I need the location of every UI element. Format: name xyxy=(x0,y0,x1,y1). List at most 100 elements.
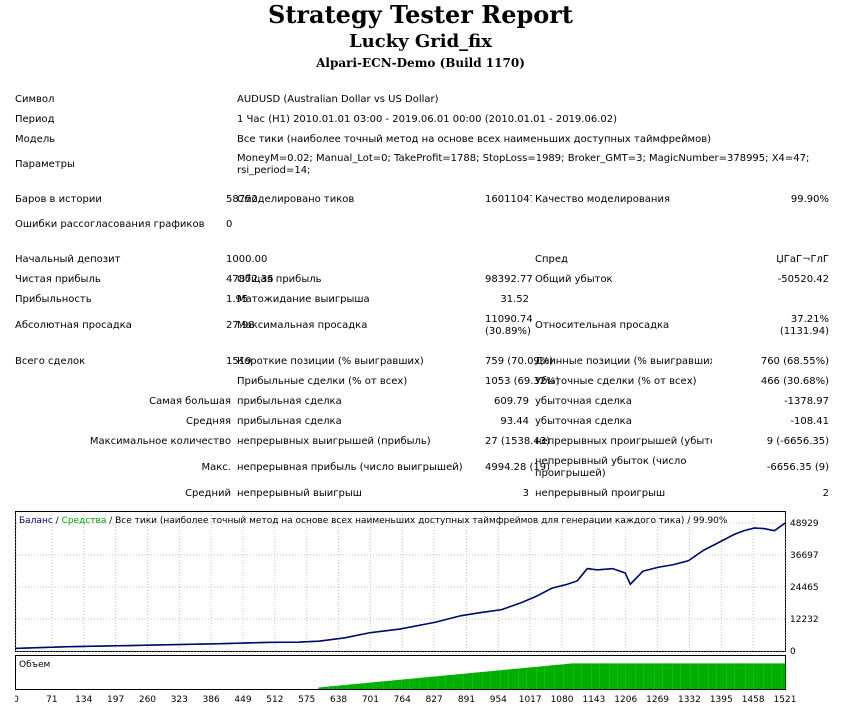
quality-value: 99.90% xyxy=(790,194,830,205)
x-tick-label: 1395 xyxy=(710,695,733,705)
balance-line xyxy=(15,522,786,650)
average-profit-label: прибыльная сделка xyxy=(237,416,342,427)
params-value: MoneyM=0.02; Manual_Lot=0; TakeProfit=17… xyxy=(237,153,810,176)
abs-dd-value: 27.98 xyxy=(226,320,255,331)
net-profit-value: 47872.35 xyxy=(226,274,274,285)
largest-loss-value: -1378.97 xyxy=(784,396,830,407)
gross-profit-label: Общая прибыль xyxy=(237,274,322,285)
profit-trades-value: 1053 (69.32%) xyxy=(485,376,560,387)
spread-label: Спред xyxy=(535,254,568,265)
expected-payoff-label: Матожидание выигрыша xyxy=(237,294,370,305)
row-avg-consec: Средний непрерывный выигрыш 3 непрерывны… xyxy=(12,484,832,504)
symbol-label: Символ xyxy=(15,94,55,105)
spread-value: ЏГаГ¬ГлГ xyxy=(776,254,830,265)
report-title: Strategy Tester Report xyxy=(267,0,574,29)
row-bars: Баров в истории 58752 Смоделировано тико… xyxy=(12,190,832,210)
chart-grid xyxy=(15,515,786,652)
largest-label: Самая большая xyxy=(149,396,231,407)
server-name: Alpari-ECN-Demo (Build 1170) xyxy=(316,56,525,70)
row-profit-factor: Прибыльность 1.95 Матожидание выигрыша 3… xyxy=(12,290,832,310)
average-loss-label: убыточная сделка xyxy=(535,416,632,427)
period-label: Период xyxy=(15,114,55,125)
x-tick-label: 1017 xyxy=(519,695,542,705)
y-tick-label: 48929 xyxy=(790,519,819,529)
y-tick-label: 24465 xyxy=(790,583,819,593)
avg-consec-label: Средний xyxy=(185,488,231,499)
gross-loss-label: Общий убыток xyxy=(535,274,613,285)
row-max-consec: Максимальное количество непрерывных выиг… xyxy=(12,432,832,452)
loss-trades-label: Убыточные сделки (% от всех) xyxy=(535,376,697,387)
long-pos-value: 760 (68.55%) xyxy=(760,356,830,367)
row-period: Период 1 Час (H1) 2010.01.01 03:00 - 201… xyxy=(12,110,832,130)
avg-consec-loss-label: непрерывный проигрыш xyxy=(535,488,666,499)
abs-dd-label: Абсолютная просадка xyxy=(15,320,132,331)
x-axis-ticks: 0 71 134 197 260 323 386 449 512 575 638 701 764 827 8… xyxy=(15,695,796,705)
deposit-value: 1000.00 xyxy=(226,254,268,265)
row-win-loss: Прибыльные сделки (% от всех) 1053 (69.3… xyxy=(12,372,832,392)
largest-loss-label: убыточная сделка xyxy=(535,396,632,407)
symbol-value: AUDUSD (Australian Dollar vs US Dollar) xyxy=(237,94,439,105)
bars-value: 58752 xyxy=(226,194,258,205)
profit-factor-label: Прибыльность xyxy=(15,294,92,305)
ticks-value: 160110471 xyxy=(485,194,532,205)
x-tick-label: 827 xyxy=(426,695,443,705)
average-loss-value: -108.41 xyxy=(790,416,830,427)
max-consec2-win-value: 4994.28 (19) xyxy=(485,462,551,473)
profit-trades-label: Прибыльные сделки (% от всех) xyxy=(237,376,408,387)
total-trades-label: Всего сделок xyxy=(15,356,86,367)
volume-label: Объем xyxy=(19,660,50,670)
y-tick-label: 36697 xyxy=(790,551,819,561)
mismatch-label: Ошибки рассогласования графиков xyxy=(15,219,205,230)
average-label: Средняя xyxy=(186,416,231,427)
x-tick-label: 1332 xyxy=(678,695,701,705)
x-tick-label: 197 xyxy=(107,695,124,705)
avg-consec-loss-value: 2 xyxy=(822,488,830,499)
max-consec-win-value: 27 (1538.43) xyxy=(485,436,551,447)
quality-label: Качество моделирования xyxy=(535,194,670,205)
x-tick-label: 764 xyxy=(394,695,411,705)
model-value: Все тики (наиболее точный метод на основ… xyxy=(237,134,712,145)
row-params: Параметры MoneyM=0.02; Manual_Lot=0; Tak… xyxy=(12,150,832,180)
legend-sep-2: / xyxy=(106,516,115,526)
x-tick-label: 449 xyxy=(234,695,251,705)
mismatch-value: 0 xyxy=(226,219,233,230)
y-axis-ticks: 0 12232 24465 36697 48929 xyxy=(790,519,819,657)
model-label: Модель xyxy=(15,134,56,145)
x-tick-label: 386 xyxy=(203,695,220,705)
legend-equity: Средства xyxy=(62,516,107,526)
max-consec-label: Максимальное количество xyxy=(89,436,231,447)
x-tick-label: 1521 xyxy=(774,695,797,705)
rel-dd-value: 37.21% (1131.94) xyxy=(712,310,832,342)
short-pos-label: Короткие позиции (% выигравших) xyxy=(237,356,424,367)
x-tick-label: 1143 xyxy=(582,695,605,705)
largest-profit-value: 609.79 xyxy=(494,396,529,407)
x-tick-label: 575 xyxy=(298,695,315,705)
volume-series xyxy=(318,663,786,689)
x-tick-label: 1206 xyxy=(614,695,637,705)
row-trades: Всего сделок 1519 Короткие позиции (% вы… xyxy=(12,352,832,372)
max-dd-value: 11090.74 (30.89%) xyxy=(482,310,532,342)
row-max-consec2: Макс. непрерывная прибыль (число выигрыш… xyxy=(12,452,832,484)
x-tick-label: 701 xyxy=(362,695,379,705)
rel-dd-percent: 37.21% xyxy=(790,314,830,325)
row-average: Средняя прибыльная сделка 93.44 убыточна… xyxy=(12,412,832,432)
max-consec-loss-label: непрерывных проигрышей (убыток) xyxy=(535,436,712,447)
ticks-label: Смоделировано тиков xyxy=(237,194,355,205)
x-tick-label: 134 xyxy=(75,695,92,705)
deposit-label: Начальный депозит xyxy=(15,254,121,265)
y-tick-label: 12232 xyxy=(790,615,819,625)
rel-dd-label: Относительная просадка xyxy=(535,320,670,331)
x-tick-label: 891 xyxy=(458,695,475,705)
expected-payoff-value: 31.52 xyxy=(500,294,529,305)
loss-trades-value: 466 (30.68%) xyxy=(760,376,830,387)
total-trades-value: 1519 xyxy=(226,356,252,367)
x-tick-label: 512 xyxy=(266,695,283,705)
bars-label: Баров в истории xyxy=(15,194,102,205)
row-deposit: Начальный депозит 1000.00 Спред ЏГаГ¬ГлГ xyxy=(12,250,832,270)
long-pos-label: Длинные позиции (% выигравших) xyxy=(535,356,712,367)
largest-profit-label: прибыльная сделка xyxy=(237,396,342,407)
max-consec2-win-label: непрерывная прибыль (число выигрышей) xyxy=(237,462,463,473)
rel-dd-amount: (1131.94) xyxy=(779,326,830,337)
x-tick-label: 71 xyxy=(46,695,57,705)
volume-bars xyxy=(318,663,786,689)
